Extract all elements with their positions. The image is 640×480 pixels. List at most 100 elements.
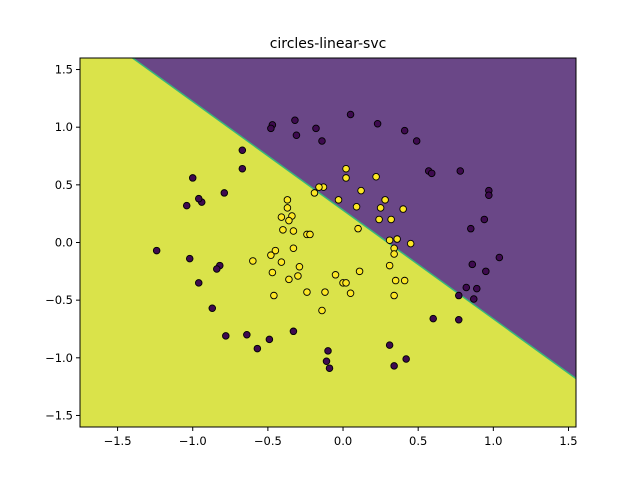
data-point-class-0	[292, 131, 301, 140]
y-tick-label: 0.5	[55, 178, 73, 192]
data-point-class-1	[342, 164, 350, 173]
decision-boundary-line	[131, 58, 576, 380]
data-point-class-1	[289, 244, 298, 253]
data-point-class-1	[390, 291, 398, 300]
data-point-class-0	[385, 341, 394, 349]
data-point-class-0	[468, 260, 477, 269]
data-point-class-1	[390, 250, 398, 258]
data-point-class-1	[346, 289, 355, 297]
x-tick-label: 1.0	[484, 434, 502, 448]
y-tick-label: 1.0	[55, 120, 73, 134]
data-point-class-0	[253, 344, 262, 353]
data-point-class-1	[268, 268, 277, 277]
data-point-class-1	[277, 258, 286, 266]
data-point-class-0	[213, 265, 221, 273]
data-point-class-0	[238, 146, 247, 154]
data-point-class-0	[325, 364, 334, 372]
data-point-class-1	[381, 196, 389, 204]
data-point-class-1	[315, 183, 323, 191]
data-point-class-1	[303, 288, 311, 296]
data-point-class-0	[485, 191, 493, 199]
data-point-class-0	[402, 355, 410, 363]
data-point-class-0	[194, 194, 203, 203]
data-point-class-0	[243, 331, 251, 339]
y-tick-label: −0.5	[45, 293, 73, 307]
data-point-class-0	[185, 254, 194, 263]
data-point-class-0	[346, 110, 355, 119]
data-point-class-1	[375, 215, 383, 224]
data-point-class-1	[283, 204, 292, 212]
data-point-class-1	[279, 226, 287, 234]
data-point-class-0	[495, 253, 504, 262]
data-point-class-1	[249, 257, 257, 265]
data-point-class-0	[427, 169, 436, 178]
data-point-class-0	[289, 327, 298, 336]
y-axis: −1.5 −1.0 −0.5 0.0 0.5 1.0 1.5	[45, 63, 80, 422]
data-point-class-0	[265, 335, 274, 344]
chart-title: circles-linear-svc	[270, 36, 387, 52]
y-tick-label: −1.0	[45, 351, 73, 365]
data-point-class-0	[322, 357, 331, 366]
data-point-class-1	[289, 227, 298, 235]
data-point-class-0	[312, 124, 320, 133]
x-tick-label: 0.0	[334, 434, 352, 448]
data-point-class-1	[352, 203, 361, 211]
data-point-class-1	[321, 288, 329, 296]
y-tick-label: −1.5	[45, 408, 73, 422]
data-point-class-1	[376, 204, 385, 212]
data-point-class-1	[385, 236, 394, 244]
data-point-class-0	[455, 316, 463, 324]
data-point-class-0	[473, 284, 481, 293]
data-point-class-0	[470, 295, 478, 303]
data-point-class-1	[285, 216, 293, 225]
data-point-class-1	[357, 186, 365, 195]
data-point-class-1	[385, 261, 394, 270]
data-point-class-0	[456, 167, 465, 175]
data-point-class-0	[412, 137, 421, 145]
data-point-class-0	[194, 279, 203, 287]
data-point-class-0	[267, 124, 275, 133]
data-point-class-0	[222, 332, 230, 340]
data-point-class-0	[324, 347, 332, 355]
data-point-class-1	[334, 196, 343, 204]
data-point-class-1	[393, 235, 401, 243]
data-point-class-0	[373, 119, 382, 128]
data-point-class-1	[391, 276, 400, 285]
data-point-class-1	[294, 272, 302, 280]
data-point-class-0	[480, 215, 489, 224]
x-tick-label: −1.5	[104, 434, 132, 448]
data-point-class-1	[399, 205, 407, 213]
data-point-class-0	[467, 224, 475, 233]
data-point-class-1	[400, 276, 409, 285]
data-point-class-0	[455, 291, 463, 300]
data-point-class-0	[182, 201, 191, 210]
x-tick-label: −1.0	[179, 434, 207, 448]
data-point-class-1	[295, 262, 304, 271]
data-point-class-0	[188, 174, 197, 182]
y-tick-label: 1.5	[55, 63, 73, 77]
data-point-class-1	[354, 224, 362, 233]
data-point-class-0	[429, 314, 437, 323]
data-point-class-1	[387, 215, 395, 224]
data-point-class-0	[208, 304, 217, 312]
data-point-class-1	[310, 189, 319, 197]
data-point-class-0	[291, 116, 299, 125]
data-point-class-0	[482, 267, 490, 276]
data-point-class-1	[270, 291, 278, 300]
data-point-class-0	[390, 362, 398, 370]
data-point-class-1	[277, 213, 286, 221]
data-point-class-0	[238, 164, 247, 173]
data-point-class-0	[318, 137, 326, 145]
data-point-class-0	[220, 189, 229, 197]
data-point-class-0	[462, 283, 471, 292]
data-point-class-0	[400, 126, 409, 135]
data-point-class-1	[372, 173, 380, 181]
x-tick-label: 0.5	[409, 434, 427, 448]
data-point-class-1	[342, 174, 350, 182]
data-point-class-1	[271, 246, 280, 255]
data-point-class-1	[267, 251, 275, 259]
data-point-class-1	[283, 196, 292, 204]
points-layer	[152, 110, 504, 372]
data-point-class-1	[355, 267, 364, 276]
data-point-class-1	[306, 230, 314, 239]
